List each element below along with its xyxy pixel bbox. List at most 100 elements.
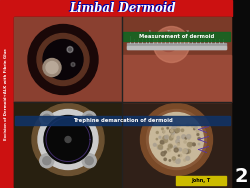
Circle shape xyxy=(170,130,171,132)
Circle shape xyxy=(184,159,186,161)
Circle shape xyxy=(82,111,96,125)
Circle shape xyxy=(161,139,164,141)
Circle shape xyxy=(85,157,93,165)
Circle shape xyxy=(187,143,192,147)
Circle shape xyxy=(175,129,178,133)
Circle shape xyxy=(172,134,174,136)
Circle shape xyxy=(182,135,186,139)
Circle shape xyxy=(189,143,192,146)
Circle shape xyxy=(67,46,73,52)
Circle shape xyxy=(43,58,61,77)
Circle shape xyxy=(198,137,200,140)
Text: Trephine demarcation of dermoid: Trephine demarcation of dermoid xyxy=(72,118,172,123)
Circle shape xyxy=(184,149,188,153)
Circle shape xyxy=(178,119,180,121)
Circle shape xyxy=(172,157,176,160)
Circle shape xyxy=(188,138,190,140)
Circle shape xyxy=(163,136,167,140)
Circle shape xyxy=(166,119,169,122)
Bar xyxy=(14,17,122,102)
Bar xyxy=(14,17,122,102)
Text: 10: 10 xyxy=(166,30,171,34)
Circle shape xyxy=(176,159,180,164)
Circle shape xyxy=(171,135,173,136)
Circle shape xyxy=(46,61,58,74)
Circle shape xyxy=(178,148,180,150)
Circle shape xyxy=(178,155,180,156)
Text: Excision of Dermoid+ALK with Fibrin Glue: Excision of Dermoid+ALK with Fibrin Glue xyxy=(4,48,8,140)
Circle shape xyxy=(40,111,54,125)
Circle shape xyxy=(176,139,180,143)
Bar xyxy=(122,102,231,187)
Text: Limbal Dermoid: Limbal Dermoid xyxy=(69,1,175,14)
Circle shape xyxy=(184,141,186,143)
Circle shape xyxy=(146,109,206,170)
Circle shape xyxy=(194,144,195,146)
Text: Limbal Dermoid: Limbal Dermoid xyxy=(70,2,176,15)
Circle shape xyxy=(186,156,190,160)
Circle shape xyxy=(172,127,176,131)
Circle shape xyxy=(198,143,200,145)
Text: Limbal Dermoid: Limbal Dermoid xyxy=(69,2,175,15)
Circle shape xyxy=(172,132,174,134)
Circle shape xyxy=(160,141,164,144)
Text: 15: 15 xyxy=(186,30,190,34)
Circle shape xyxy=(185,150,188,154)
Circle shape xyxy=(164,139,168,143)
Circle shape xyxy=(173,159,176,162)
Bar xyxy=(0,0,13,188)
Circle shape xyxy=(174,119,176,121)
Circle shape xyxy=(158,32,178,52)
Text: John, T: John, T xyxy=(192,178,210,183)
Circle shape xyxy=(161,140,165,144)
Circle shape xyxy=(170,146,172,147)
Circle shape xyxy=(43,114,51,122)
Circle shape xyxy=(195,126,197,129)
Circle shape xyxy=(173,128,176,130)
Circle shape xyxy=(162,128,164,130)
Circle shape xyxy=(181,129,184,132)
Circle shape xyxy=(170,119,172,121)
Circle shape xyxy=(165,136,168,139)
Bar xyxy=(176,176,226,185)
Circle shape xyxy=(168,144,172,148)
Circle shape xyxy=(154,143,156,146)
Bar xyxy=(13,0,232,16)
Circle shape xyxy=(168,149,170,152)
Circle shape xyxy=(37,33,89,86)
Circle shape xyxy=(156,131,158,133)
Circle shape xyxy=(176,123,180,127)
Circle shape xyxy=(185,137,187,139)
Bar xyxy=(123,32,230,41)
Bar xyxy=(122,55,231,102)
Circle shape xyxy=(182,149,187,153)
Bar xyxy=(15,116,230,125)
Circle shape xyxy=(150,112,204,167)
Circle shape xyxy=(156,138,158,140)
Circle shape xyxy=(172,135,174,137)
Circle shape xyxy=(167,148,169,150)
Text: Measurement of dermoid: Measurement of dermoid xyxy=(139,34,214,39)
Circle shape xyxy=(160,148,162,150)
Circle shape xyxy=(190,146,192,148)
Circle shape xyxy=(174,146,176,149)
Circle shape xyxy=(154,27,190,62)
Circle shape xyxy=(176,128,180,132)
Circle shape xyxy=(158,145,162,149)
Circle shape xyxy=(32,104,104,176)
Circle shape xyxy=(140,104,212,176)
Text: Limbal Dermoid: Limbal Dermoid xyxy=(70,1,176,14)
Bar xyxy=(122,102,231,187)
Circle shape xyxy=(186,123,190,126)
Circle shape xyxy=(171,130,173,133)
Circle shape xyxy=(174,122,176,124)
Circle shape xyxy=(163,130,165,133)
Circle shape xyxy=(179,148,182,151)
Circle shape xyxy=(172,124,176,128)
Circle shape xyxy=(158,146,160,149)
Bar xyxy=(232,0,250,188)
Bar xyxy=(14,102,122,187)
Bar xyxy=(122,17,231,102)
Circle shape xyxy=(161,152,165,156)
Circle shape xyxy=(197,133,199,136)
